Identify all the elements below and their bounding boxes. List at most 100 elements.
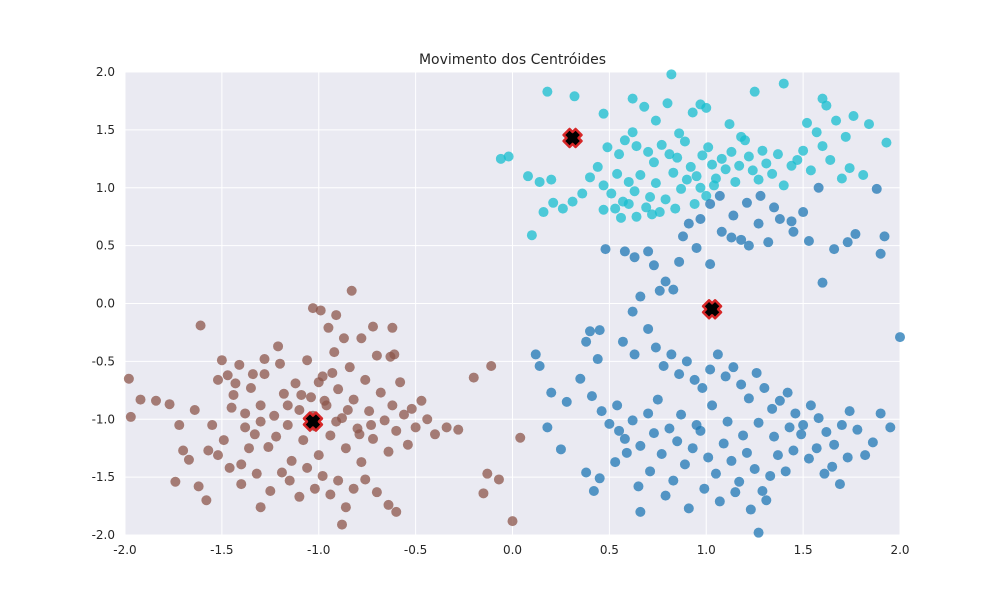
data-point bbox=[329, 347, 340, 358]
data-point bbox=[360, 474, 371, 485]
data-point bbox=[203, 445, 214, 456]
data-point bbox=[656, 139, 667, 150]
data-point bbox=[745, 504, 756, 515]
data-point bbox=[244, 443, 254, 454]
data-point bbox=[635, 291, 646, 302]
y-tick-label: 0.0 bbox=[96, 297, 115, 311]
data-point bbox=[317, 470, 328, 481]
data-point bbox=[681, 356, 692, 367]
data-point bbox=[786, 216, 797, 227]
data-point bbox=[736, 379, 747, 390]
data-point bbox=[774, 395, 785, 406]
data-point bbox=[486, 361, 497, 372]
data-point bbox=[379, 415, 390, 426]
data-point bbox=[633, 481, 644, 492]
data-point bbox=[387, 322, 398, 333]
data-point bbox=[792, 154, 803, 165]
data-point bbox=[753, 527, 764, 538]
data-point bbox=[619, 135, 630, 146]
data-point bbox=[586, 391, 597, 402]
data-point bbox=[399, 409, 409, 420]
data-point bbox=[728, 362, 739, 373]
data-point bbox=[610, 457, 621, 468]
data-point bbox=[344, 362, 355, 373]
data-point bbox=[259, 354, 270, 365]
data-point bbox=[811, 127, 822, 138]
data-point bbox=[643, 246, 654, 257]
data-point bbox=[251, 468, 262, 479]
data-point bbox=[368, 433, 378, 444]
data-point bbox=[325, 430, 336, 441]
data-point bbox=[683, 503, 694, 514]
data-point bbox=[747, 165, 758, 176]
data-point bbox=[769, 202, 780, 213]
data-point bbox=[263, 442, 274, 453]
data-point bbox=[730, 176, 741, 187]
data-point bbox=[741, 447, 752, 458]
x-tick-label: -2.0 bbox=[113, 543, 136, 557]
data-point bbox=[614, 149, 625, 160]
data-point bbox=[827, 461, 838, 472]
data-point bbox=[391, 425, 402, 436]
data-point bbox=[594, 473, 605, 484]
data-point bbox=[174, 420, 185, 431]
y-tick-label: -1.5 bbox=[92, 470, 115, 484]
data-point bbox=[598, 108, 609, 119]
data-point bbox=[734, 476, 745, 487]
data-point bbox=[802, 117, 812, 128]
data-point bbox=[635, 440, 646, 451]
data-point bbox=[641, 202, 652, 213]
data-point bbox=[753, 417, 764, 428]
data-point bbox=[712, 349, 723, 360]
data-point bbox=[724, 119, 735, 130]
points-layer bbox=[123, 69, 905, 538]
data-point bbox=[664, 149, 675, 160]
data-point bbox=[240, 422, 251, 433]
y-tick-label: -2.0 bbox=[92, 528, 115, 542]
data-point bbox=[871, 183, 882, 194]
data-point bbox=[569, 91, 580, 102]
data-point bbox=[234, 359, 245, 370]
y-tick-label: -0.5 bbox=[92, 354, 115, 368]
data-point bbox=[356, 457, 367, 468]
data-point bbox=[817, 277, 828, 288]
data-point bbox=[323, 322, 334, 333]
data-point bbox=[749, 86, 760, 97]
data-point bbox=[864, 119, 874, 130]
data-point bbox=[875, 248, 886, 259]
x-tick-label: -1.5 bbox=[210, 543, 233, 557]
data-point bbox=[716, 226, 727, 237]
data-point bbox=[594, 325, 605, 336]
data-point bbox=[354, 429, 365, 440]
data-point bbox=[375, 387, 386, 398]
data-point bbox=[610, 203, 621, 214]
data-point bbox=[255, 416, 266, 427]
data-point bbox=[627, 415, 638, 426]
data-point bbox=[695, 182, 706, 193]
data-point bbox=[703, 452, 714, 463]
data-point bbox=[592, 354, 603, 365]
data-point bbox=[761, 158, 772, 169]
data-point bbox=[722, 416, 733, 427]
tick-labels: -2.0 -1.5 -1.0 -0.5 0.0 0.5 1.0 1.5 2.0 -2.0 -1.5 -… bbox=[92, 65, 910, 557]
data-point bbox=[834, 479, 845, 490]
data-point bbox=[302, 355, 313, 366]
data-point bbox=[627, 127, 638, 138]
data-point bbox=[309, 483, 320, 494]
data-point bbox=[631, 211, 642, 222]
data-point bbox=[670, 203, 681, 214]
data-point bbox=[614, 425, 625, 436]
data-point bbox=[555, 444, 566, 455]
data-point bbox=[650, 178, 661, 189]
data-point bbox=[629, 186, 640, 197]
data-point bbox=[170, 476, 181, 487]
data-point bbox=[612, 400, 623, 411]
y-tick-label: 1.5 bbox=[96, 123, 115, 137]
data-point bbox=[635, 170, 646, 181]
data-point bbox=[406, 403, 417, 414]
data-point bbox=[213, 374, 223, 385]
data-point bbox=[676, 183, 687, 194]
data-point bbox=[844, 163, 855, 174]
data-point bbox=[668, 167, 679, 178]
data-point bbox=[627, 306, 638, 317]
